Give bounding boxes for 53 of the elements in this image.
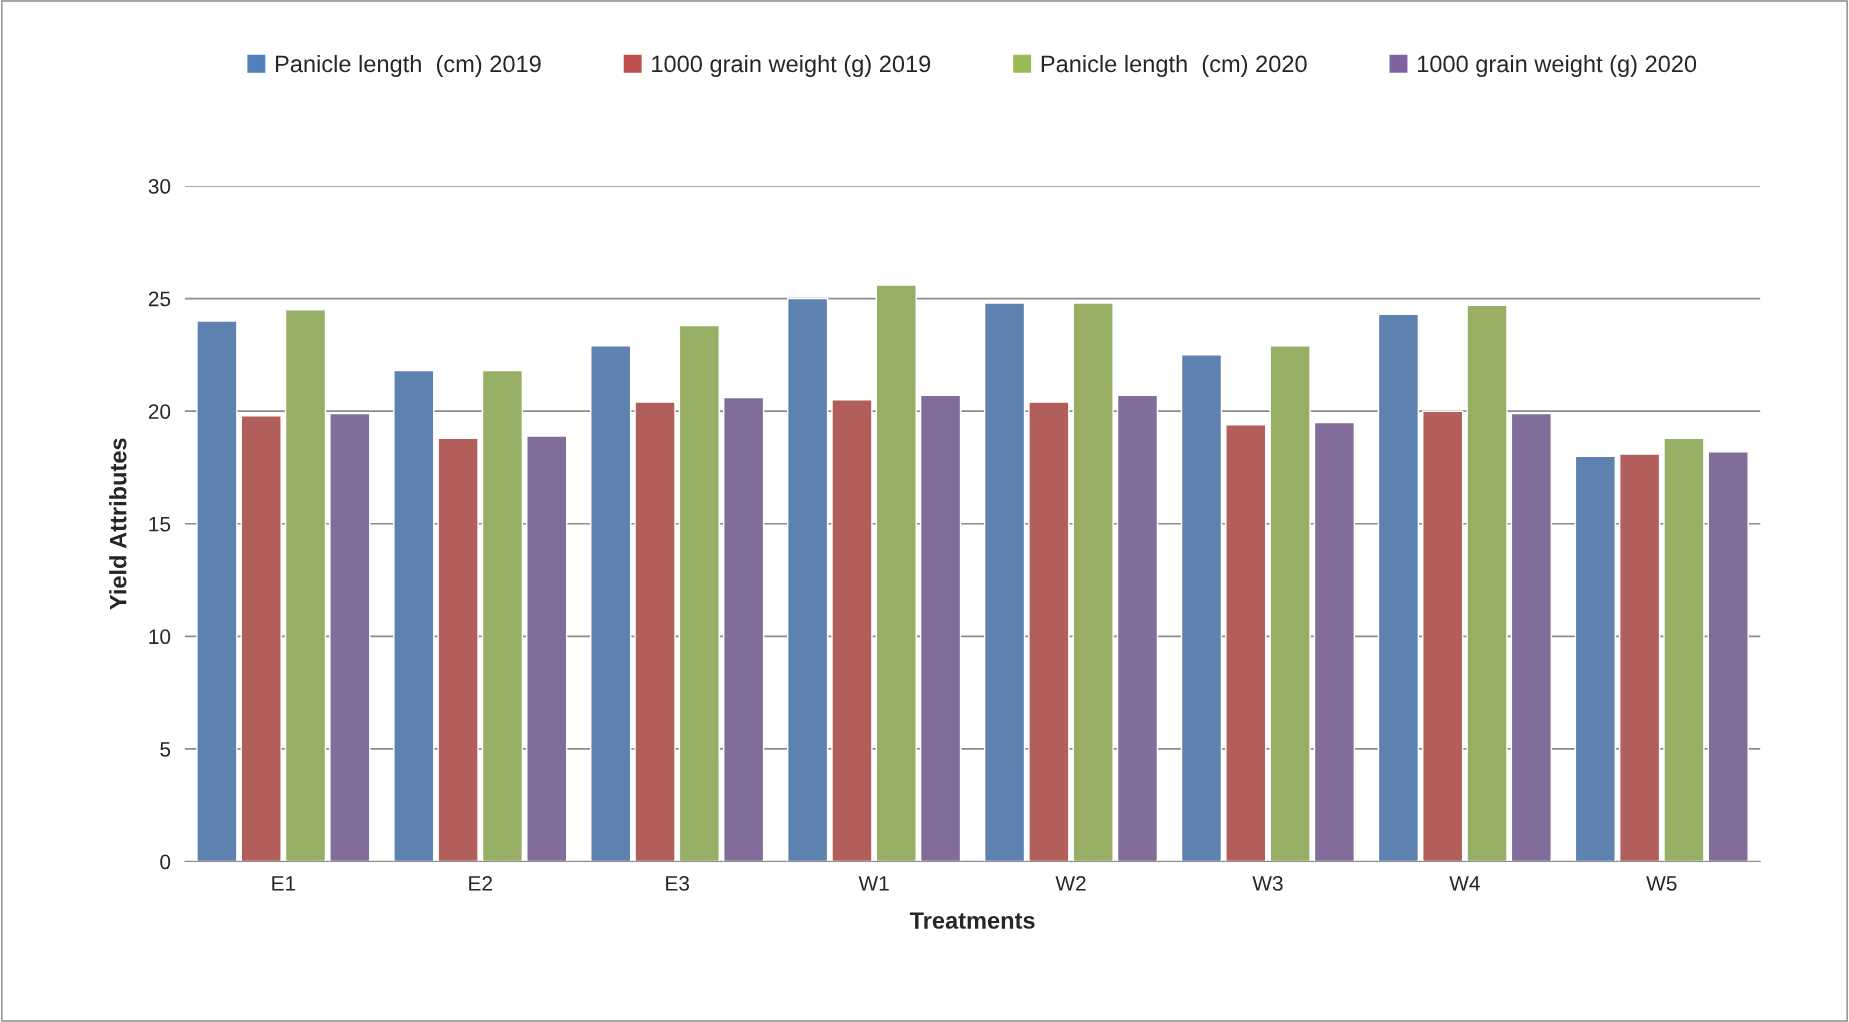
bar <box>393 369 435 862</box>
bar <box>590 345 632 862</box>
x-tick-label: W4 <box>1449 876 1480 891</box>
x-tick-label: E3 <box>666 875 690 891</box>
bar <box>481 369 524 862</box>
x-tick-label: E1 <box>272 876 296 891</box>
bar <box>1422 410 1464 862</box>
y-tick-label: 25 <box>148 291 171 307</box>
bar <box>875 284 917 862</box>
bar <box>1225 424 1267 862</box>
y-tick-label: 0 <box>160 854 171 870</box>
legend-label: 1000 grain weight (g) 2019 <box>652 54 931 77</box>
bar <box>723 396 765 862</box>
bar <box>1269 345 1311 862</box>
x-axis-title: Treatments <box>909 912 1035 929</box>
y-tick-label: 15 <box>149 516 171 532</box>
bar <box>1466 304 1508 862</box>
bar <box>1116 394 1159 862</box>
bar <box>1377 313 1420 862</box>
bar <box>787 297 829 862</box>
bar <box>634 401 676 862</box>
x-tick-label: E2 <box>469 875 492 891</box>
x-tick-label: W1 <box>858 876 889 891</box>
bar <box>284 309 327 862</box>
bar <box>329 412 371 862</box>
bar <box>1663 437 1705 862</box>
bar <box>983 302 1026 862</box>
bar <box>831 399 873 862</box>
bar <box>196 320 238 862</box>
bar <box>1028 401 1070 862</box>
bar <box>1510 412 1552 862</box>
legend-label: 1000 grain weight (g) 2020 <box>1417 54 1697 77</box>
y-axis-title: Yield Attributes <box>109 438 127 610</box>
bar <box>1313 421 1356 862</box>
legend-label: Panicle length (cm) 2019 <box>275 54 541 77</box>
y-tick-label: 5 <box>160 742 171 757</box>
bar <box>919 394 962 862</box>
y-tick-label: 10 <box>149 629 171 645</box>
bar <box>437 437 479 862</box>
legend-label: Panicle length (cm) 2020 <box>1041 54 1307 77</box>
x-tick-label: W3 <box>1252 875 1283 891</box>
bar <box>1072 302 1114 862</box>
y-tick-label: 20 <box>148 404 171 419</box>
bar <box>1574 455 1616 862</box>
bar <box>1180 354 1223 862</box>
y-tick-label: 30 <box>148 179 171 194</box>
x-tick-label: W2 <box>1055 875 1086 891</box>
bar <box>526 435 568 862</box>
bar <box>1619 453 1661 862</box>
bar <box>1707 451 1749 862</box>
x-tick-label: W5 <box>1646 876 1677 891</box>
bar <box>678 324 720 862</box>
bar <box>240 414 282 862</box>
